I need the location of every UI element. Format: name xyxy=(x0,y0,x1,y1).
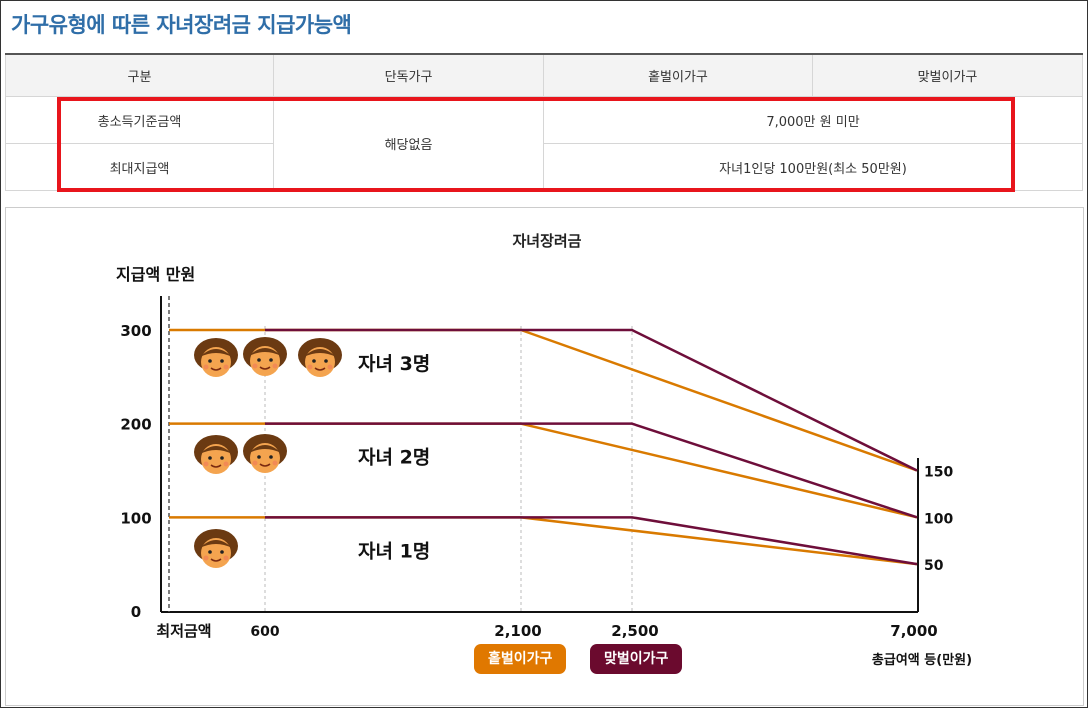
row-label: 총소득기준금액 xyxy=(5,96,274,144)
series-line-single-earner-2-children xyxy=(169,422,918,519)
x-tick-label: 7,000 xyxy=(890,622,937,640)
y-tick-label: 0 xyxy=(131,603,141,621)
y-axis-label: 지급액 만원 xyxy=(116,265,195,284)
legend-single-earner: 홑벌이가구 xyxy=(474,644,567,674)
right-tick-label: 150 xyxy=(924,465,953,481)
income-threshold-value: 7,000만 원 미만 xyxy=(543,96,1083,144)
x-tick-label: 2,500 xyxy=(611,622,658,640)
series-line-dual-earner-3-children xyxy=(265,328,918,472)
child-face-icon xyxy=(298,338,342,377)
child-face-icon xyxy=(194,529,238,568)
page-title: 가구유형에 따른 자녀장려금 지급가능액 xyxy=(11,13,352,37)
eligibility-table: 구분 단독가구 홑벌이가구 맞벌이가구 총소득기준금액 해당없음 7,000만 … xyxy=(5,53,1083,191)
child-face-icon xyxy=(194,338,238,377)
children-group-label: 자녀 1명 xyxy=(358,540,430,562)
table-row: 최대지급액 자녀1인당 100만원(최소 50만원) xyxy=(5,143,1083,191)
child-face-icon xyxy=(243,337,287,376)
column-header: 맞벌이가구 xyxy=(812,53,1083,97)
y-tick-label: 300 xyxy=(120,322,151,340)
y-tick-label: 200 xyxy=(120,416,151,434)
series-line-single-earner-1-children xyxy=(169,516,918,566)
column-header: 구분 xyxy=(5,53,274,97)
row-label: 최대지급액 xyxy=(5,143,274,191)
x-tick-label: 600 xyxy=(250,624,279,640)
max-payment-value: 자녀1인당 100만원(최소 50만원) xyxy=(543,143,1083,191)
children-group-label: 자녀 3명 xyxy=(358,353,430,375)
column-header: 홑벌이가구 xyxy=(543,53,813,97)
x-tick-label: 최저금액 xyxy=(156,622,211,640)
single-household-value: 해당없음 xyxy=(273,96,544,191)
table-header-row: 구분 단독가구 홑벌이가구 맞벌이가구 xyxy=(5,53,1083,97)
chart-title: 자녀장려금 xyxy=(512,232,581,250)
legend-dual-earner: 맞벌이가구 xyxy=(590,644,683,674)
children-group-label: 자녀 2명 xyxy=(358,447,430,469)
x-axis-label: 총급여액 등(만원) xyxy=(872,652,972,668)
table-row: 총소득기준금액 해당없음 7,000만 원 미만 xyxy=(5,96,1083,191)
child-face-icon xyxy=(194,435,238,474)
right-tick-label: 50 xyxy=(924,558,944,574)
child-face-icon xyxy=(243,434,287,473)
x-tick-label: 2,100 xyxy=(494,622,541,640)
series-line-dual-earner-2-children xyxy=(265,422,918,519)
series-line-dual-earner-1-children xyxy=(265,516,918,566)
right-tick-label: 100 xyxy=(924,511,953,527)
y-tick-label: 100 xyxy=(120,509,151,527)
column-header: 단독가구 xyxy=(273,53,544,97)
